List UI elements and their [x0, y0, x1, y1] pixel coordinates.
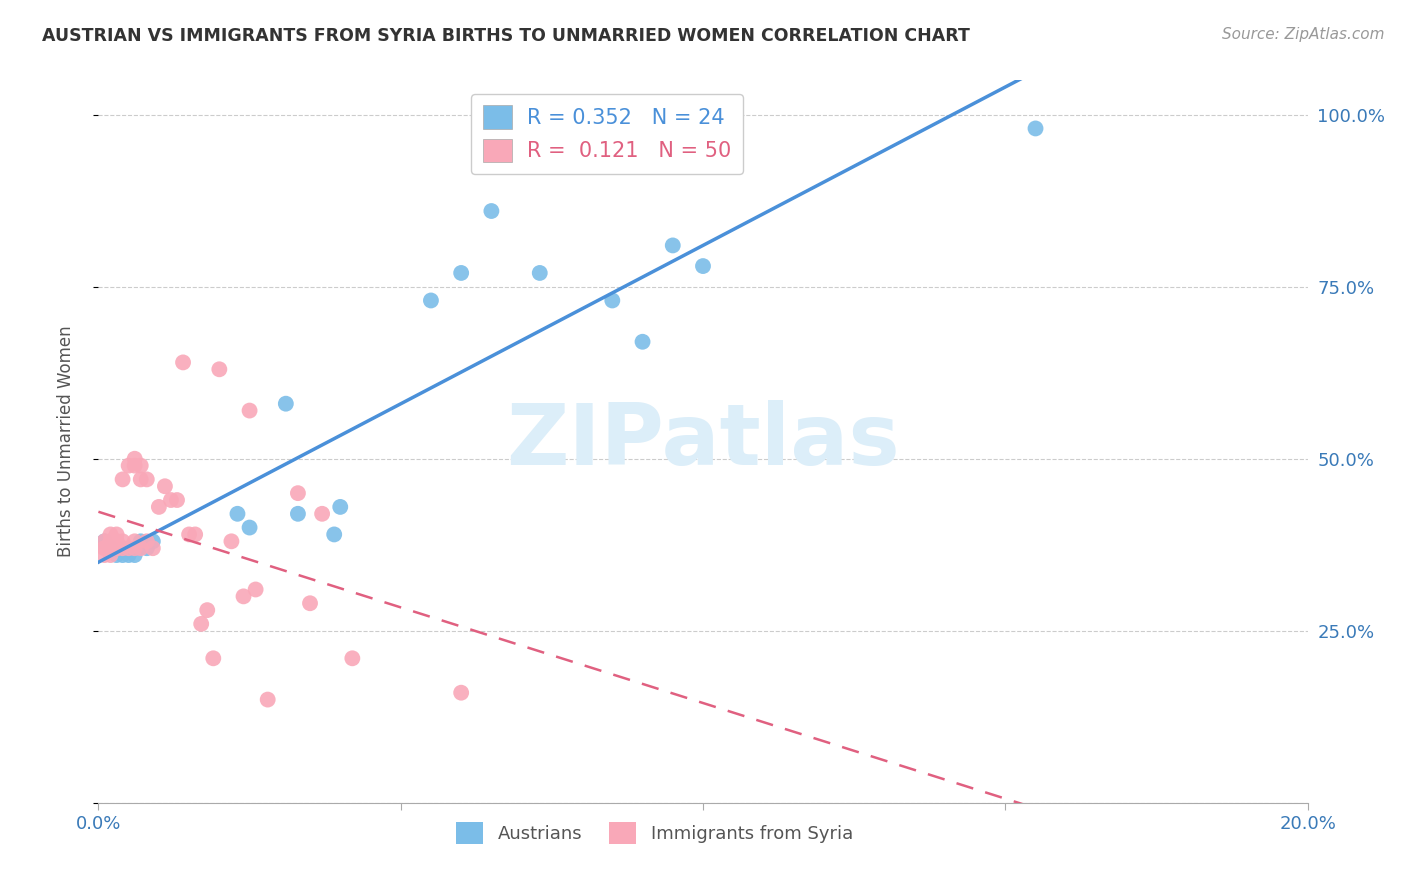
Point [124, 534, 146, 549]
Point [692, 259, 714, 273]
Point [208, 362, 231, 376]
Point [135, 534, 157, 549]
Point [105, 527, 128, 541]
Point [93, 541, 115, 556]
Point [129, 472, 152, 486]
Point [111, 472, 134, 486]
Point [602, 293, 624, 308]
Point [129, 541, 152, 556]
Point [190, 616, 212, 631]
Text: ZIPatlas: ZIPatlas [506, 400, 900, 483]
Point [172, 355, 194, 369]
Point [111, 534, 134, 549]
Point [124, 548, 146, 562]
Point [202, 651, 225, 665]
Point [481, 204, 503, 219]
Point [166, 493, 188, 508]
Point [124, 541, 146, 556]
Point [245, 582, 267, 597]
Point [329, 500, 352, 514]
Point [105, 534, 128, 549]
Point [148, 500, 170, 514]
Point [1024, 121, 1046, 136]
Text: AUSTRIAN VS IMMIGRANTS FROM SYRIA BIRTHS TO UNMARRIED WOMEN CORRELATION CHART: AUSTRIAN VS IMMIGRANTS FROM SYRIA BIRTHS… [42, 27, 970, 45]
Point [124, 458, 146, 473]
Point [232, 590, 254, 604]
Point [160, 493, 183, 508]
Point [256, 692, 278, 706]
Point [661, 238, 683, 252]
Point [287, 507, 309, 521]
Point [323, 527, 346, 541]
Point [100, 541, 122, 556]
Point [450, 266, 472, 280]
Point [105, 541, 128, 556]
Point [184, 527, 207, 541]
Point [631, 334, 654, 349]
Point [111, 548, 134, 562]
Point [105, 541, 128, 556]
Point [226, 507, 249, 521]
Point [221, 534, 243, 549]
Point [129, 458, 152, 473]
Point [450, 686, 472, 700]
Point [93, 548, 115, 562]
Point [135, 472, 157, 486]
Point [100, 534, 122, 549]
Point [239, 403, 262, 417]
Point [420, 293, 443, 308]
Point [93, 541, 115, 556]
Point [100, 548, 122, 562]
Point [195, 603, 218, 617]
Point [239, 520, 262, 534]
Point [93, 534, 115, 549]
Point [105, 548, 128, 562]
Legend: Austrians, Immigrants from Syria: Austrians, Immigrants from Syria [449, 815, 860, 852]
Point [179, 527, 201, 541]
Point [529, 266, 551, 280]
Point [311, 507, 333, 521]
Point [274, 397, 297, 411]
Point [287, 486, 309, 500]
Point [124, 451, 146, 466]
Y-axis label: Births to Unmarried Women: Births to Unmarried Women [56, 326, 75, 558]
Point [135, 541, 157, 556]
Point [111, 541, 134, 556]
Point [299, 596, 322, 610]
Point [93, 534, 115, 549]
Point [142, 534, 165, 549]
Point [100, 527, 122, 541]
Text: Source: ZipAtlas.com: Source: ZipAtlas.com [1222, 27, 1385, 42]
Point [118, 458, 141, 473]
Point [342, 651, 364, 665]
Point [153, 479, 176, 493]
Point [105, 534, 128, 549]
Point [100, 534, 122, 549]
Point [100, 541, 122, 556]
Point [118, 548, 141, 562]
Point [142, 541, 165, 556]
Point [118, 541, 141, 556]
Point [129, 534, 152, 549]
